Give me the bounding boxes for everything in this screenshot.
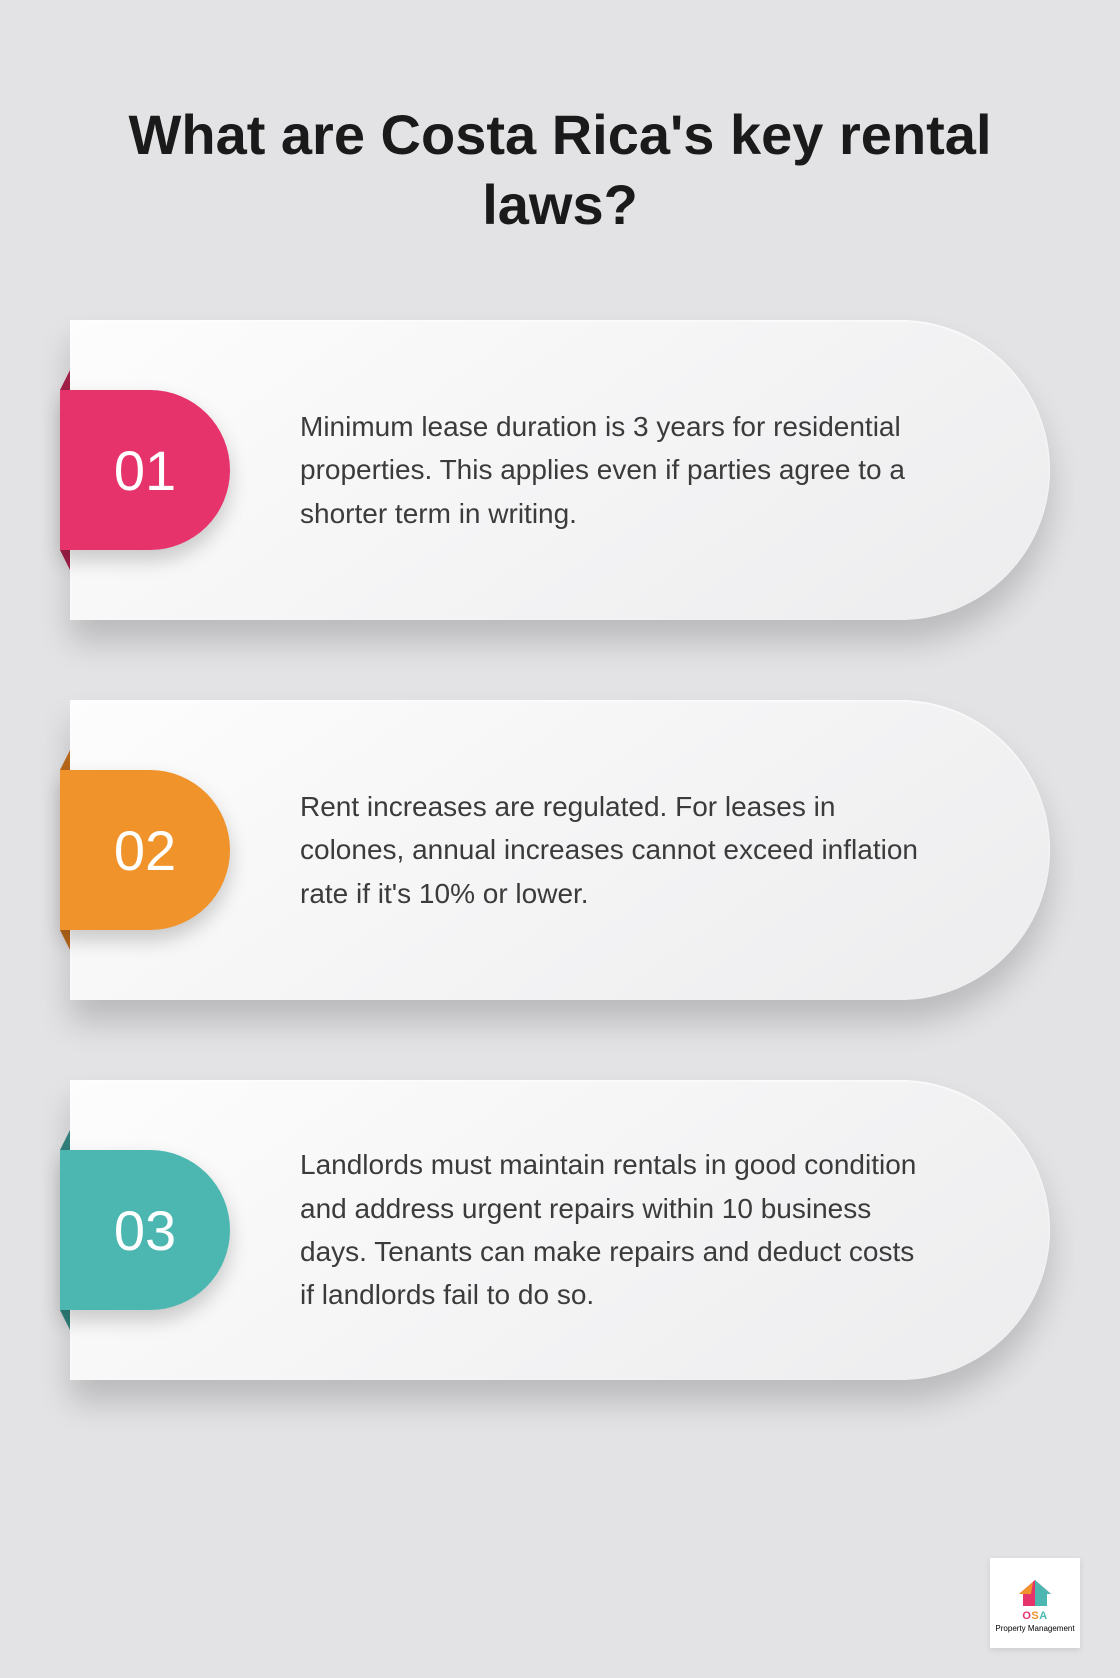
logo-letter-a: A [1039,1610,1047,1622]
number-01: 01 [114,438,176,503]
infographic-page: What are Costa Rica's key rental laws? 0… [0,0,1120,1678]
fold-top-03 [60,1130,70,1150]
brand-logo: OSA Property Management [990,1558,1080,1648]
card-01: 01 Minimum lease duration is 3 years for… [70,320,1050,620]
fold-bottom-03 [60,1310,70,1330]
card-text-03: Landlords must maintain rentals in good … [300,1143,930,1317]
logo-subtitle: Property Management [995,1624,1074,1633]
number-03: 03 [114,1198,176,1263]
page-title: What are Costa Rica's key rental laws? [110,100,1010,240]
fold-bottom-02 [60,930,70,950]
card-text-02: Rent increases are regulated. For leases… [300,785,930,915]
fold-top-01 [60,370,70,390]
card-02: 02 Rent increases are regulated. For lea… [70,700,1050,1000]
logo-osa-text: OSA [1022,1610,1047,1622]
fold-top-02 [60,750,70,770]
card-text-01: Minimum lease duration is 3 years for re… [300,405,930,535]
number-badge-02: 02 [60,770,230,930]
logo-icon [1013,1574,1057,1610]
items-list: 01 Minimum lease duration is 3 years for… [60,320,1060,1380]
number-badge-03: 03 [60,1150,230,1310]
number-02: 02 [114,818,176,883]
number-badge-01: 01 [60,390,230,550]
card-03: 03 Landlords must maintain rentals in go… [70,1080,1050,1380]
fold-bottom-01 [60,550,70,570]
